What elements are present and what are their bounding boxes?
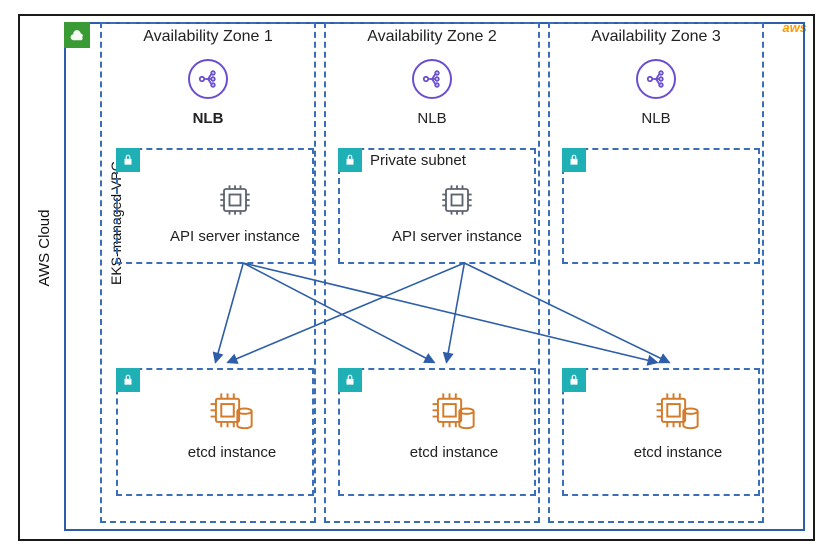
- etcd-2: etcd instance: [384, 388, 524, 461]
- nlb-2-label: NLB: [326, 110, 538, 127]
- api-server-1-label: API server instance: [168, 228, 302, 245]
- nlb-2: NLB: [326, 59, 538, 127]
- etcd-3: etcd instance: [608, 388, 748, 461]
- nlb-3-label: NLB: [550, 110, 762, 127]
- private-subnet-label: Private subnet: [370, 152, 466, 169]
- api-server-2: API server instance: [390, 178, 524, 245]
- nlb-1: NLB: [102, 59, 314, 127]
- architecture-diagram: AWS Cloud aws EKS-managed VPC Availabili…: [0, 0, 825, 551]
- vpc-cloud-icon: [64, 22, 90, 48]
- etcd-1: etcd instance: [162, 388, 302, 461]
- vpc-container: EKS-managed VPC Availability Zone 1 NLB …: [64, 22, 805, 531]
- private-subnet-api-1: API server instance: [116, 148, 314, 264]
- az-1-label: Availability Zone 1: [102, 28, 314, 46]
- nlb-icon: [412, 59, 452, 99]
- cpu-icon: [435, 178, 479, 222]
- lock-icon: [116, 368, 140, 392]
- private-subnet-etcd-1: etcd instance: [116, 368, 314, 496]
- etcd-2-label: etcd instance: [384, 444, 524, 461]
- lock-icon: [562, 368, 586, 392]
- lock-icon: [116, 148, 140, 172]
- nlb-3: NLB: [550, 59, 762, 127]
- nlb-1-label: NLB: [102, 110, 314, 127]
- az-2-label: Availability Zone 2: [326, 28, 538, 46]
- cpu-icon: [213, 178, 257, 222]
- lock-icon: [338, 368, 362, 392]
- nlb-icon: [636, 59, 676, 99]
- aws-cloud-container: AWS Cloud aws EKS-managed VPC Availabili…: [18, 14, 815, 541]
- az-3-label: Availability Zone 3: [550, 28, 762, 46]
- nlb-icon: [188, 59, 228, 99]
- etcd-icon: [429, 388, 479, 438]
- lock-icon: [338, 148, 362, 172]
- private-subnet-api-2: Private subnet API server instance: [338, 148, 536, 264]
- etcd-icon: [653, 388, 703, 438]
- api-server-2-label: API server instance: [390, 228, 524, 245]
- private-subnet-etcd-3: etcd instance: [562, 368, 760, 496]
- etcd-icon: [207, 388, 257, 438]
- etcd-1-label: etcd instance: [162, 444, 302, 461]
- private-subnet-api-3: [562, 148, 760, 264]
- aws-cloud-label: AWS Cloud: [36, 209, 53, 286]
- private-subnet-etcd-2: etcd instance: [338, 368, 536, 496]
- lock-icon: [562, 148, 586, 172]
- etcd-3-label: etcd instance: [608, 444, 748, 461]
- api-server-1: API server instance: [168, 178, 302, 245]
